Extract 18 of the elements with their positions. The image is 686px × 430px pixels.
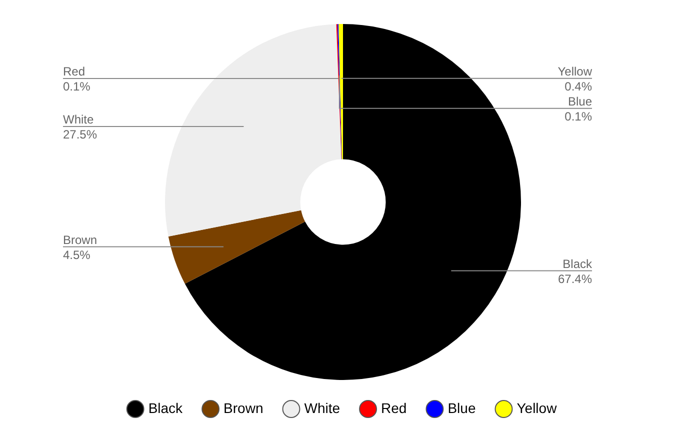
slice-label: Yellow xyxy=(558,64,592,78)
legend-label: Brown xyxy=(224,400,264,416)
data-label: 67.4% xyxy=(558,272,592,286)
legend-label: Red xyxy=(381,400,407,416)
legend-label: Black xyxy=(148,400,184,416)
data-label: 27.5% xyxy=(63,127,98,142)
slice-label: Red xyxy=(63,64,86,78)
slice-label: Blue xyxy=(568,94,592,108)
slice-label: Black xyxy=(562,256,593,271)
legend-label: Yellow xyxy=(516,400,558,416)
legend-label: White xyxy=(304,400,340,416)
slice-label: Brown xyxy=(63,232,98,247)
legend-label: Blue xyxy=(448,400,476,416)
data-label: 4.5% xyxy=(63,248,91,262)
data-label: 0.1% xyxy=(63,79,91,94)
data-label: 0.4% xyxy=(564,79,592,94)
slice-label: White xyxy=(63,112,94,126)
data-label: 0.1% xyxy=(564,109,592,124)
